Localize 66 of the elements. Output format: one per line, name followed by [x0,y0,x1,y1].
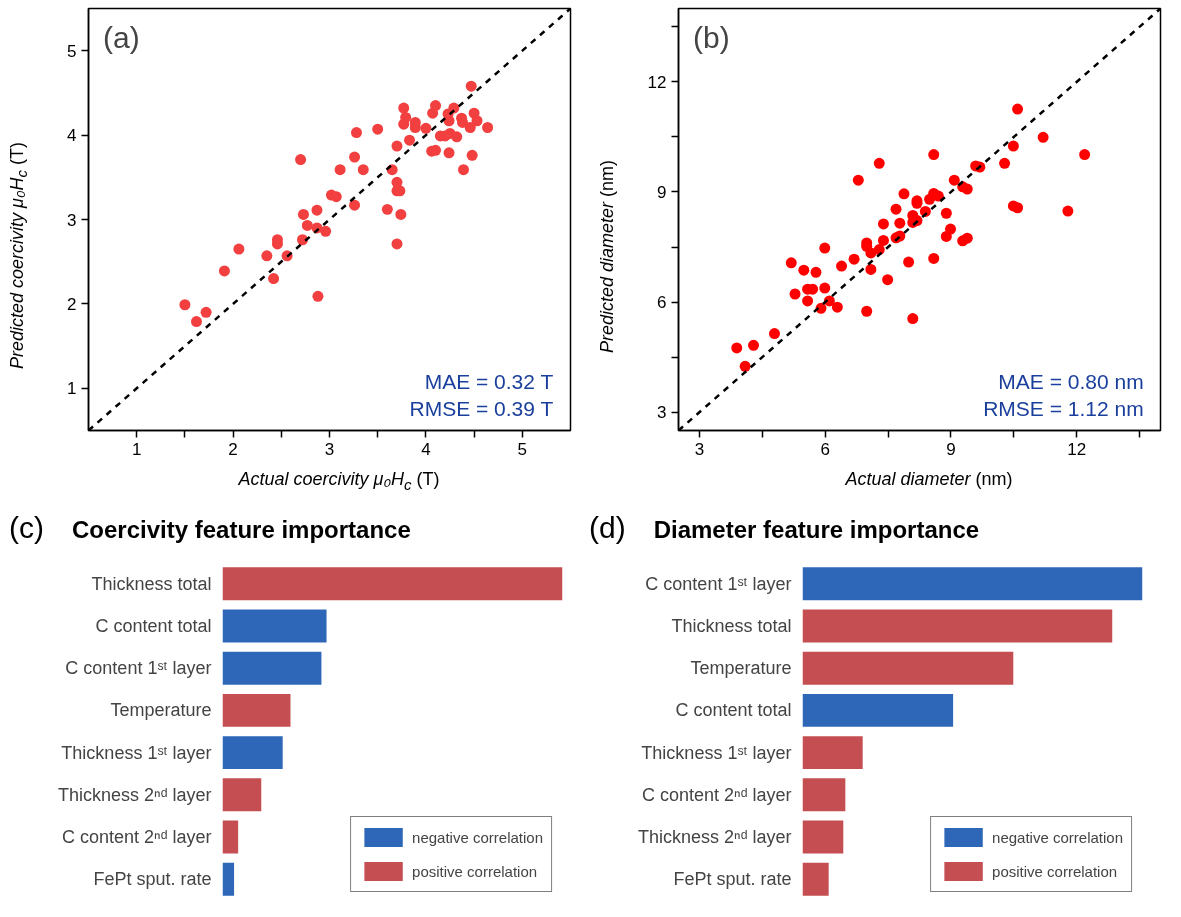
y-tick-label: C content 1ˢᵗ layer [645,573,792,594]
text: (d) [589,510,626,544]
y-tick-label: Thickness total [91,573,212,594]
y-tick-label: 2 [67,294,77,314]
annotation: MAE = 0.32 T [424,369,554,393]
y-tick-label: 12 [647,72,667,92]
y-tick-label: FePt sput. rate [93,869,212,890]
annotation: RMSE = 1.12 nm [983,396,1144,420]
text: (c) [9,510,44,544]
x-tick-label: 3 [324,439,335,459]
legend-label: negative correlation [412,828,543,846]
y-tick-label: Temperature [110,700,212,721]
legend-label: positive correlation [992,862,1118,880]
y-tick-label: C content 1ˢᵗ layer [65,658,212,679]
x-axis-title: Actual diameter (nm) [845,468,1013,491]
y-tick-label: Temperature [690,658,792,679]
y-tick-label: Thickness 1ˢᵗ layer [641,742,792,763]
bar [802,609,1113,643]
x-axis-title: Actual coercivity μ₀H$_{c}$ (T) [238,468,440,495]
bar [222,693,291,727]
annotation: MAE = 0.80 nm [998,369,1144,393]
x-tick-label: 12 [1067,439,1087,459]
y-tick-label: C content total [675,700,792,721]
y-tick-label: 1 [67,379,77,399]
legend-label: positive correlation [412,862,538,880]
bar [222,651,322,685]
x-tick-label: 3 [694,439,705,459]
bar [222,862,235,896]
bar [222,820,239,854]
x-tick-label: 2 [228,439,238,459]
annotation: (b) [692,21,730,55]
chart-title: Diameter feature importance [653,515,980,543]
y-tick-label: 3 [67,210,77,230]
y-tick-label: FePt sput. rate [673,869,792,890]
x-tick-label: 9 [946,439,956,459]
bar [802,736,863,770]
x-tick-label: 6 [820,439,830,459]
bar [802,567,1143,601]
y-tick-label: Thickness 2ⁿᵈ layer [58,784,212,805]
bar [222,778,262,812]
y-tick-label: C content total [95,615,212,636]
bar [222,567,563,601]
y-tick-label: Thickness total [671,615,792,636]
y-tick-label: 6 [657,293,667,313]
bar [802,651,1014,685]
legend-label: negative correlation [992,828,1123,846]
y-tick-label: C content 2ⁿᵈ layer [642,784,792,805]
bar [222,736,283,770]
bar [802,862,829,896]
chart-title: Coercivity feature importance [71,515,411,543]
y-tick-label: Thickness 1ˢᵗ layer [61,742,212,763]
y-tick-label: 9 [657,182,667,202]
x-tick-label: 5 [517,439,528,459]
y-tick-label: 4 [67,126,77,146]
y-tick-label: 5 [67,41,77,61]
bar [802,820,844,854]
annotation: RMSE = 0.39 T [409,396,554,420]
bar [802,778,846,812]
annotation: (a) [102,21,140,55]
bar [802,693,954,727]
y-axis-title: Predicted diameter (nm) [596,159,618,353]
x-tick-label: 4 [421,439,431,459]
y-tick-label: 3 [657,403,667,423]
y-tick-label: Thickness 2ⁿᵈ layer [638,827,792,848]
bar [222,609,327,643]
y-tick-label: C content 2ⁿᵈ layer [62,827,212,848]
